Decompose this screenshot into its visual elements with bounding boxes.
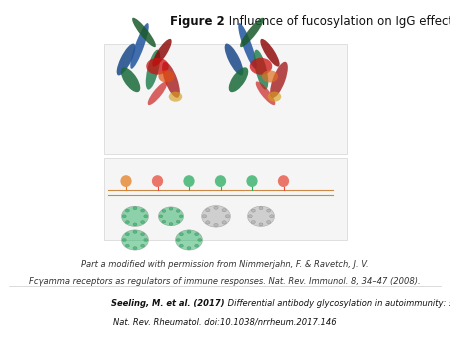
Circle shape: [222, 221, 226, 224]
Ellipse shape: [256, 81, 275, 105]
Circle shape: [140, 244, 144, 247]
Circle shape: [176, 210, 180, 212]
Circle shape: [126, 233, 130, 236]
Text: Seeling, M. et al. (2017): Seeling, M. et al. (2017): [112, 299, 225, 308]
Ellipse shape: [254, 50, 268, 90]
Circle shape: [259, 223, 263, 226]
Circle shape: [194, 244, 198, 247]
Circle shape: [262, 70, 278, 82]
Circle shape: [176, 239, 180, 241]
Ellipse shape: [270, 62, 288, 98]
Circle shape: [144, 239, 148, 241]
Circle shape: [176, 230, 202, 250]
Text: Figure 2: Figure 2: [170, 15, 225, 28]
Ellipse shape: [130, 23, 149, 69]
Ellipse shape: [261, 39, 279, 67]
Circle shape: [252, 220, 256, 223]
Ellipse shape: [121, 67, 140, 92]
Circle shape: [122, 239, 126, 241]
Circle shape: [169, 222, 173, 225]
Circle shape: [194, 233, 198, 236]
Circle shape: [126, 220, 130, 223]
Ellipse shape: [132, 18, 156, 47]
Ellipse shape: [117, 44, 135, 75]
Circle shape: [179, 215, 183, 218]
Circle shape: [158, 70, 175, 82]
Circle shape: [146, 58, 169, 75]
Circle shape: [158, 207, 184, 226]
Circle shape: [268, 92, 281, 102]
Circle shape: [169, 92, 182, 102]
Circle shape: [266, 220, 270, 223]
Bar: [99, 41, 351, 243]
Circle shape: [169, 207, 173, 210]
Circle shape: [144, 215, 148, 218]
Circle shape: [206, 221, 210, 224]
Circle shape: [248, 206, 274, 226]
Text: Influence of fucosylation on IgG effector functions: Influence of fucosylation on IgG effecto…: [225, 15, 450, 28]
Text: Nat. Rev. Rheumatol. doi:10.1038/nrrheum.2017.146: Nat. Rev. Rheumatol. doi:10.1038/nrrheum…: [113, 318, 337, 327]
Ellipse shape: [238, 23, 257, 69]
Circle shape: [250, 58, 272, 75]
Text: Part a modified with permission from Nimmerjahn, F. & Ravetch, J. V.: Part a modified with permission from Nim…: [81, 260, 369, 269]
Circle shape: [202, 215, 207, 218]
Circle shape: [259, 207, 263, 210]
Circle shape: [225, 215, 230, 218]
Ellipse shape: [247, 175, 257, 187]
Circle shape: [140, 209, 144, 212]
Circle shape: [159, 215, 163, 218]
Ellipse shape: [278, 175, 289, 187]
Ellipse shape: [121, 175, 131, 187]
Circle shape: [122, 230, 148, 250]
Ellipse shape: [225, 44, 243, 75]
Ellipse shape: [240, 18, 264, 47]
Circle shape: [206, 209, 210, 212]
Circle shape: [180, 233, 184, 236]
Circle shape: [248, 215, 252, 218]
Ellipse shape: [215, 175, 226, 187]
Circle shape: [133, 231, 137, 233]
Circle shape: [140, 220, 144, 223]
Circle shape: [176, 220, 180, 223]
Circle shape: [133, 223, 137, 226]
Ellipse shape: [148, 81, 167, 105]
Ellipse shape: [229, 67, 248, 92]
Circle shape: [187, 247, 191, 249]
Circle shape: [252, 209, 256, 212]
Circle shape: [126, 244, 130, 247]
Ellipse shape: [162, 62, 180, 98]
Circle shape: [180, 244, 184, 247]
Circle shape: [202, 206, 230, 227]
Bar: [104, 44, 346, 154]
Bar: [104, 158, 346, 240]
Text: Differential antibody glycosylation in autoimmunity: sweet biomarker or modulato: Differential antibody glycosylation in a…: [225, 299, 450, 308]
Circle shape: [222, 209, 226, 212]
Ellipse shape: [152, 175, 163, 187]
Circle shape: [214, 206, 218, 209]
Ellipse shape: [153, 39, 171, 67]
Circle shape: [140, 233, 144, 236]
Circle shape: [198, 239, 202, 241]
Circle shape: [122, 206, 148, 226]
Ellipse shape: [184, 175, 195, 187]
Circle shape: [162, 220, 166, 223]
Text: Fcγamma receptors as regulators of immune responses. Nat. Rev. Immunol. 8, 34–47: Fcγamma receptors as regulators of immun…: [29, 277, 421, 286]
Circle shape: [270, 215, 274, 218]
Circle shape: [266, 209, 270, 212]
Ellipse shape: [146, 50, 160, 90]
Circle shape: [122, 215, 126, 218]
Circle shape: [126, 209, 130, 212]
Circle shape: [133, 247, 137, 249]
Circle shape: [133, 207, 137, 210]
Circle shape: [214, 223, 218, 226]
Circle shape: [162, 210, 166, 212]
Circle shape: [187, 231, 191, 233]
